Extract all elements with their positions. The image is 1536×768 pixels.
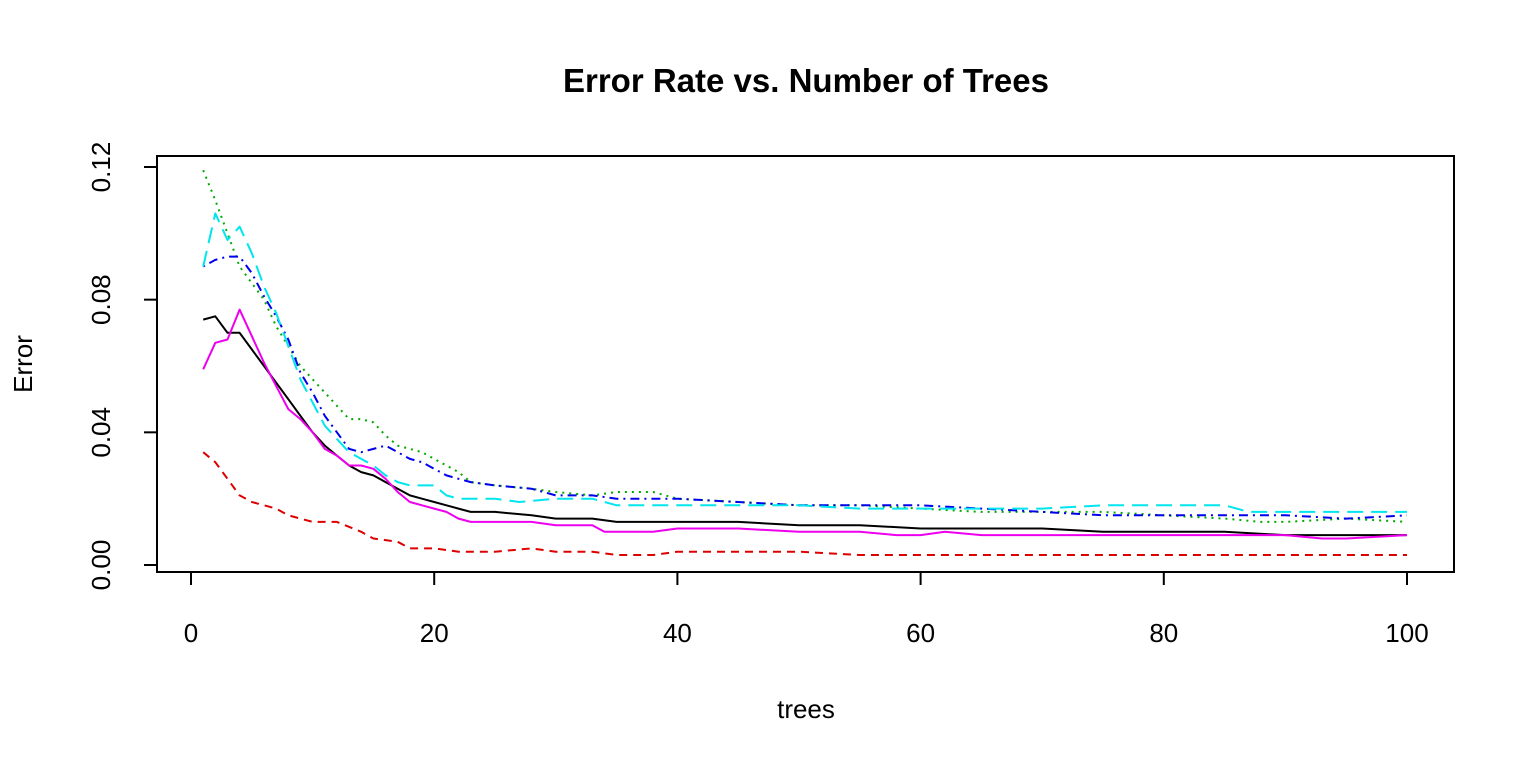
series-line-2 [202, 451, 1407, 556]
x-axis-label: trees [777, 694, 835, 724]
y-tick-label: 0.12 [86, 142, 116, 193]
series-layer [202, 169, 1408, 556]
x-axis: 0 20 40 60 80 100 [184, 571, 1429, 648]
y-tick-label: 0.04 [86, 407, 116, 458]
y-axis-label: Error [8, 335, 38, 393]
x-tick-label: 20 [420, 618, 449, 648]
x-tick-label: 60 [906, 618, 935, 648]
x-tick-label: 100 [1385, 618, 1428, 648]
x-tick-label: 40 [663, 618, 692, 648]
x-tick-label: 0 [184, 618, 198, 648]
x-tick-label: 80 [1149, 618, 1178, 648]
series-line-6 [202, 308, 1408, 540]
series-line-1 [202, 315, 1407, 537]
y-axis: 0.00 0.04 0.08 0.12 [86, 142, 158, 591]
chart-title: Error Rate vs. Number of Trees [563, 62, 1049, 99]
y-tick-label: 0.08 [86, 274, 116, 325]
y-tick-label: 0.00 [86, 540, 116, 591]
series-line-5 [202, 212, 1407, 513]
